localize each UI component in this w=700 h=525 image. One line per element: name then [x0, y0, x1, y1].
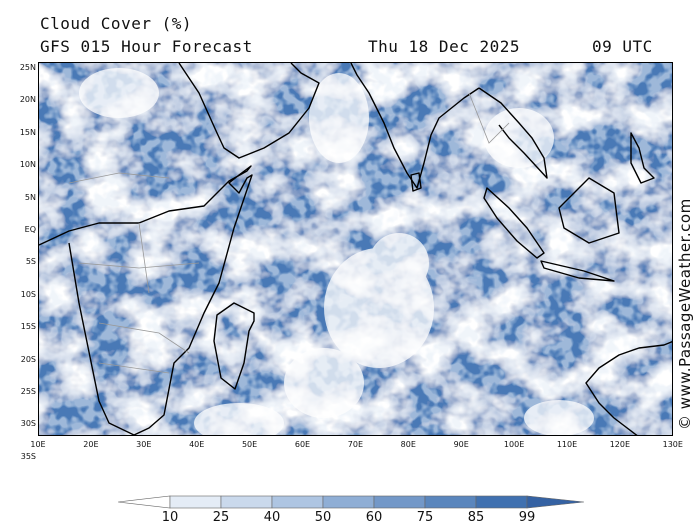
lon-label: 70E [347, 440, 363, 449]
lat-label: 20S [20, 354, 36, 364]
legend-swatch [271, 495, 324, 509]
lat-label: 20N [19, 95, 36, 105]
coast-arabia [178, 63, 320, 159]
lon-label: 10E [30, 440, 46, 449]
cloud-cover-map[interactable] [38, 62, 673, 436]
lon-label: 80E [400, 440, 416, 449]
lat-label: 30S [20, 419, 36, 429]
lat-label: 25N [19, 63, 36, 72]
forecast-subtitle: GFS 015 Hour Forecast [40, 37, 253, 56]
coast-madagascar [213, 302, 255, 390]
lon-label: 110E [556, 440, 578, 449]
lon-label: 120E [609, 440, 631, 449]
site-watermark: © www.PassageWeather.com [676, 198, 694, 430]
lat-label: EQ [24, 225, 36, 234]
lat-label: 10N [19, 160, 36, 170]
legend-label: 75 [416, 510, 434, 525]
lat-label: 5S [25, 257, 36, 267]
lat-label: 15N [19, 127, 36, 137]
forecast-date: Thu 18 Dec 2025 [368, 37, 520, 56]
coast-africa [39, 165, 253, 435]
legend-swatch [424, 495, 477, 509]
lon-label: 100E [503, 440, 525, 449]
coast-philippines [630, 132, 655, 184]
lat-label: 10S [20, 289, 36, 299]
lon-label: 40E [189, 440, 205, 449]
coast-sumatra [483, 187, 545, 259]
legend-swatch [220, 495, 273, 509]
lon-label: 20E [83, 440, 99, 449]
coastlines [39, 63, 672, 435]
lon-label: 90E [453, 440, 469, 449]
legend-label: 99 [518, 510, 536, 525]
lon-label: 130E [662, 440, 683, 449]
legend-label: 10 [161, 510, 179, 525]
lon-label: 60E [294, 440, 311, 449]
lat-label: 25S [20, 387, 36, 396]
legend-swatch [169, 495, 222, 509]
coast-indochina [478, 87, 548, 179]
lat-label: 15S [20, 322, 36, 332]
legend-label: 50 [314, 510, 332, 525]
legend-label: 25 [212, 510, 230, 525]
legend-label: 60 [365, 510, 383, 525]
legend-high-arrow [526, 495, 584, 509]
map-title: Cloud Cover (%) [40, 14, 192, 33]
legend-swatch [322, 495, 375, 509]
coast-sri-lanka [410, 172, 422, 192]
coast-java [540, 260, 615, 282]
color-legend [118, 495, 584, 509]
coast-borneo [558, 177, 620, 244]
lat-label: 35S [20, 451, 36, 461]
country-borders [68, 92, 510, 374]
forecast-time: 09 UTC [592, 37, 653, 56]
lat-label: 5N [24, 192, 36, 202]
legend-low-arrow [118, 495, 171, 509]
lon-label: 50E [241, 440, 258, 449]
legend-swatch [373, 495, 426, 509]
coast-australia [585, 341, 672, 435]
legend-swatch [475, 495, 528, 509]
legend-label: 40 [263, 510, 281, 525]
lon-label: 30E [136, 440, 152, 449]
clear-sky-areas [79, 68, 594, 435]
legend-label: 85 [467, 510, 485, 525]
